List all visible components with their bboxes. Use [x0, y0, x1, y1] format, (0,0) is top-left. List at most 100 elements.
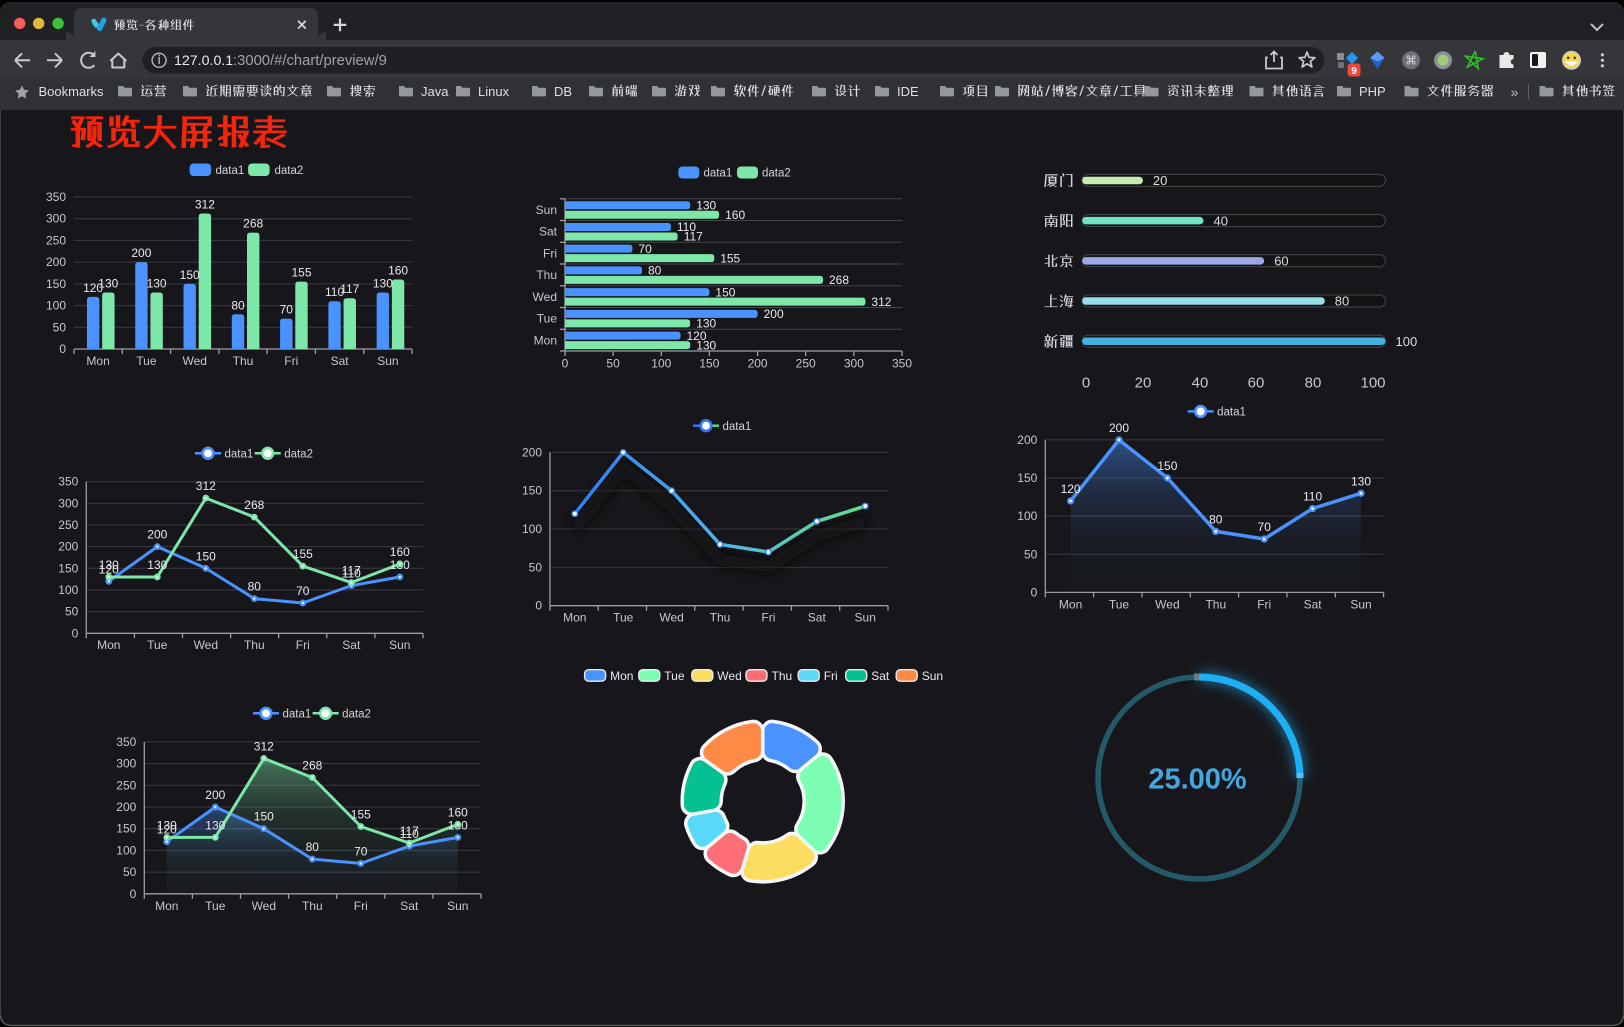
svg-text:100: 100 — [1360, 375, 1385, 392]
svg-text:data2: data2 — [275, 165, 304, 177]
svg-text:Fri: Fri — [824, 669, 838, 683]
svg-text:60: 60 — [1248, 375, 1265, 392]
svg-text:Fri: Fri — [1257, 597, 1271, 611]
svg-text:100: 100 — [522, 522, 542, 536]
svg-text:50: 50 — [1024, 547, 1038, 561]
svg-text:150: 150 — [254, 810, 274, 824]
svg-text:110: 110 — [325, 285, 344, 299]
svg-text:Tue: Tue — [537, 312, 558, 326]
svg-text:350: 350 — [46, 190, 66, 204]
svg-text:200: 200 — [1017, 433, 1037, 447]
svg-text:80: 80 — [1305, 375, 1322, 392]
svg-text:150: 150 — [180, 268, 200, 282]
svg-text:150: 150 — [116, 822, 136, 836]
svg-text:117: 117 — [342, 564, 361, 578]
svg-text:200: 200 — [1109, 421, 1129, 435]
svg-text:Tue: Tue — [1109, 597, 1130, 611]
svg-text:110: 110 — [677, 220, 696, 234]
svg-text:Tue: Tue — [664, 669, 685, 683]
svg-text:0: 0 — [562, 357, 569, 371]
svg-text:130: 130 — [98, 277, 118, 291]
svg-text:100: 100 — [116, 843, 136, 857]
svg-text:Sun: Sun — [389, 638, 410, 652]
svg-text:Mon: Mon — [97, 638, 120, 652]
svg-text:100: 100 — [46, 299, 66, 313]
svg-text:100: 100 — [651, 357, 671, 371]
svg-text:data2: data2 — [762, 167, 791, 179]
svg-text:250: 250 — [796, 357, 816, 371]
svg-text:Wed: Wed — [717, 669, 741, 683]
svg-text:70: 70 — [1258, 520, 1272, 534]
svg-text:70: 70 — [638, 242, 652, 256]
svg-text:250: 250 — [58, 518, 78, 532]
svg-text:0: 0 — [535, 599, 542, 613]
svg-text:0: 0 — [130, 887, 137, 901]
svg-text:80: 80 — [648, 264, 662, 278]
svg-text:Tue: Tue — [147, 638, 168, 652]
svg-text:0: 0 — [1031, 585, 1038, 599]
svg-text:Sun: Sun — [855, 611, 876, 625]
svg-text:100: 100 — [1017, 509, 1037, 523]
svg-text:20: 20 — [1153, 173, 1167, 188]
svg-text:70: 70 — [296, 584, 310, 598]
svg-text:80: 80 — [1209, 512, 1223, 526]
svg-text:150: 150 — [46, 277, 66, 291]
svg-text:150: 150 — [1157, 459, 1177, 473]
svg-text:Fri: Fri — [296, 638, 310, 652]
svg-text:40: 40 — [1192, 375, 1209, 392]
svg-text:155: 155 — [720, 251, 740, 265]
svg-text:Sun: Sun — [536, 203, 557, 217]
svg-text:312: 312 — [196, 479, 216, 493]
svg-text:Sat: Sat — [331, 354, 350, 368]
svg-text:data1: data1 — [1217, 407, 1246, 419]
svg-text:130: 130 — [696, 317, 716, 331]
svg-text:80: 80 — [231, 298, 245, 312]
svg-text:50: 50 — [65, 605, 79, 619]
svg-text:Thu: Thu — [536, 268, 557, 282]
svg-text:50: 50 — [606, 357, 620, 371]
svg-text:Wed: Wed — [194, 638, 218, 652]
svg-text:Sat: Sat — [400, 899, 419, 913]
svg-text:Wed: Wed — [1155, 597, 1179, 611]
svg-text:Sun: Sun — [447, 899, 468, 913]
svg-text:80: 80 — [1335, 294, 1349, 309]
svg-text:120: 120 — [157, 823, 177, 837]
svg-text:Sun: Sun — [922, 669, 943, 683]
svg-text:160: 160 — [725, 208, 745, 222]
svg-text:200: 200 — [116, 800, 136, 814]
svg-text:200: 200 — [522, 445, 542, 459]
svg-text:Mon: Mon — [155, 899, 178, 913]
svg-text:155: 155 — [291, 266, 311, 280]
svg-text:Sun: Sun — [377, 354, 398, 368]
svg-text:Mon: Mon — [610, 669, 633, 683]
svg-text:268: 268 — [244, 498, 264, 512]
svg-text:Bookmarks: Bookmarks — [39, 84, 105, 99]
svg-text:Thu: Thu — [233, 354, 254, 368]
svg-text:Fri: Fri — [284, 354, 298, 368]
svg-text:Mon: Mon — [86, 354, 109, 368]
svg-text:Wed: Wed — [659, 611, 683, 625]
svg-text:130: 130 — [99, 558, 119, 572]
svg-text::3000/#/chart/preview/9: :3000/#/chart/preview/9 — [233, 53, 387, 69]
svg-text:Tue: Tue — [205, 899, 226, 913]
svg-text:130: 130 — [373, 277, 393, 291]
svg-text:data1: data1 — [704, 167, 733, 179]
svg-text:268: 268 — [302, 759, 322, 773]
svg-text:data1: data1 — [723, 421, 752, 433]
svg-text:Java: Java — [421, 84, 449, 99]
svg-text:200: 200 — [205, 788, 225, 802]
svg-text:160: 160 — [388, 264, 408, 278]
svg-text:120: 120 — [83, 281, 103, 295]
svg-text:Linux: Linux — [478, 84, 510, 99]
svg-text:268: 268 — [829, 273, 849, 287]
svg-text:127.0.0.1: 127.0.0.1 — [174, 53, 233, 69]
svg-text:Mon: Mon — [563, 611, 586, 625]
svg-text:150: 150 — [196, 549, 216, 563]
svg-text:130: 130 — [696, 338, 716, 352]
svg-text:250: 250 — [116, 778, 136, 792]
svg-text:268: 268 — [243, 217, 263, 231]
svg-text:117: 117 — [400, 824, 419, 838]
svg-text:25.00%: 25.00% — [1148, 764, 1247, 796]
svg-text:150: 150 — [1017, 471, 1037, 485]
svg-text:130: 130 — [147, 277, 167, 291]
